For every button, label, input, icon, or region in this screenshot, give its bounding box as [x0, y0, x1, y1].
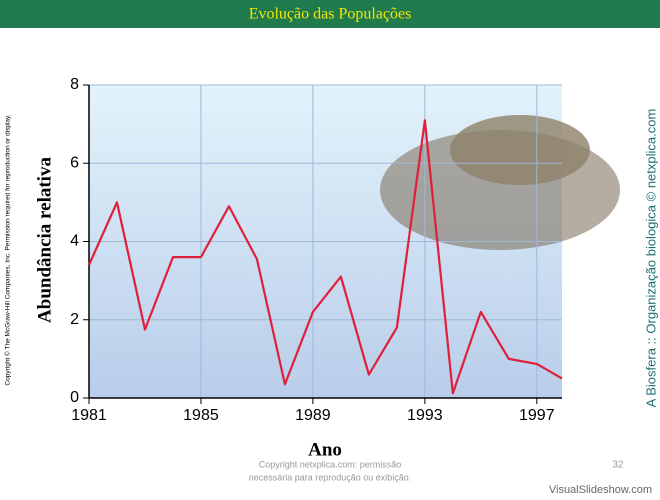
data-line [87, 119, 563, 395]
illustration-shrew [450, 115, 590, 185]
y-tick-label: 6 [70, 154, 79, 171]
footer-line: Copyright netxplica.com: permissão [259, 459, 402, 469]
page-number: 32 [612, 460, 624, 471]
y-tick-label: 2 [70, 311, 79, 328]
side-credit: A Biosfera :: Organização biologica © ne… [643, 109, 658, 408]
y-tick-label: 4 [70, 233, 79, 250]
animal-illustration [380, 115, 620, 250]
side-copyright: Copyright © The McGraw-Hill Companies, I… [4, 114, 12, 385]
x-tick-label: 1981 [71, 407, 107, 424]
y-tick-label: 0 [70, 389, 79, 406]
footer-line: necessária para reprodução ou exibição. [249, 472, 412, 482]
x-tick-label: 1985 [183, 407, 219, 424]
y-tick-label: 8 [70, 76, 79, 93]
x-tick-label: 1989 [295, 407, 331, 424]
x-tick-label: 1997 [519, 407, 555, 424]
x-tick-label: 1993 [407, 407, 443, 424]
watermark: VisualSlideshow.com [549, 484, 652, 496]
x-axis-label: Ano [308, 439, 342, 460]
header-bar [0, 0, 660, 28]
y-axis-label: Abundância relativa [34, 157, 55, 323]
slide-title: Evolução das Populações [249, 6, 412, 23]
